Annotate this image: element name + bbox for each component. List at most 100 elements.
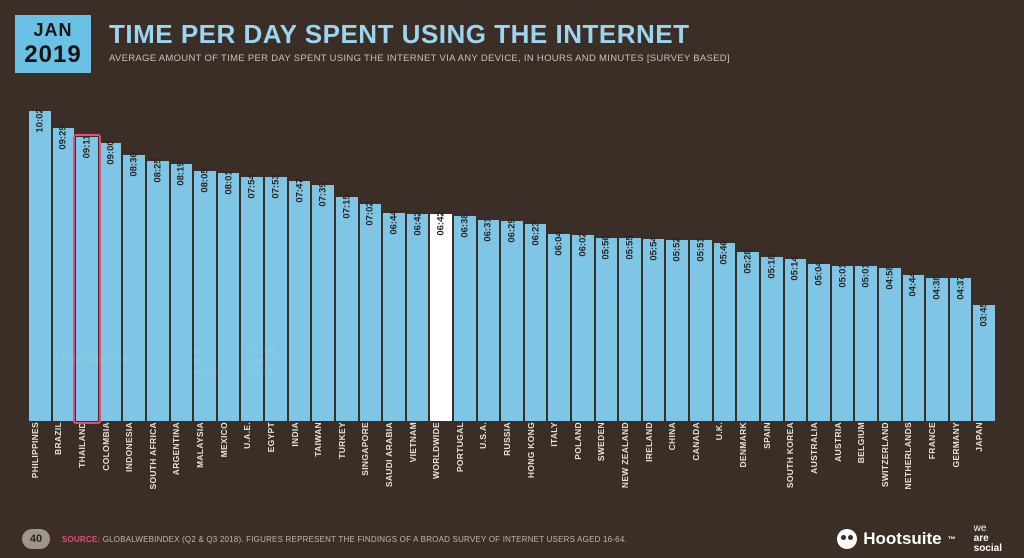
bar-col: 06:31U.S.A. [478,101,500,501]
bar: 08:36 [123,155,145,421]
bar: 05:54 [643,239,665,421]
bar-category-label: NETHERLANDS [903,422,913,490]
bar-col: 06:44SAUDI ARABIA [383,101,405,501]
bar-col: 06:42VIETNAM [407,101,429,501]
bar-value-label: 05:01 [861,263,872,287]
bar-category-label: BRAZIL [53,422,63,455]
bar-col: 05:18 SPAIN [761,101,783,501]
bar-value-label: 08:25 [152,158,163,182]
bar-col: 06:23HONG KONG [525,101,547,501]
bar: 06:02 [572,235,594,421]
bar-category-label: VIETNAM [408,422,418,462]
bar-value-label: 09:00 [105,140,116,164]
bar-value-label: 06:29 [506,218,517,242]
bar: 03:45 [973,305,995,421]
bar-category-label: JAPAN [974,422,984,452]
source-label: SOURCE: [62,535,100,544]
hootsuite-text: Hootsuite [863,529,941,549]
bar-category-label: NEW ZEALAND [620,422,630,488]
bar-col: 04:44 NETHERLANDS [903,101,925,501]
bar: 06:38 [454,216,476,421]
bar-category-label: SOUTH AFRICA [148,422,158,490]
bar-col: 06:04 ITALY [548,101,570,501]
bar-value-label: 05:18 [766,255,777,279]
bar-col: 08:25 SOUTH AFRICA [147,101,169,501]
bar: 04:44 [903,275,925,421]
bar-col: 08:01MEXICO [218,101,240,501]
bar: 07:47 [289,181,311,421]
bar: 09:00 [100,143,122,421]
bar: 07:15 [336,197,358,421]
bar-col: 07:47INDIA [289,101,311,501]
bar-category-label: INDIA [290,422,300,447]
date-badge: JAN 2019 [15,15,91,73]
bar-category-label: HONG KONG [526,422,536,478]
bar-category-label: AUSTRIA [833,422,843,462]
bar-category-label: PHILIPPINES [30,422,40,478]
bar-value-label: 05:46 [719,240,730,264]
bar: 07:54 [241,177,263,421]
bar-category-label: WORLDWIDE [431,422,441,479]
bar-col: 09:11THAILAND [76,101,98,501]
hootsuite-logo: Hootsuite ™ [837,529,955,549]
bar-col: 06:29RUSSIA [501,101,523,501]
bar-col: 04:37GERMANY [950,101,972,501]
bar: 06:04 [548,234,570,421]
bar-category-label: SOUTH KOREA [785,422,795,488]
bar-col: 03:45JAPAN [973,101,995,501]
bar-value-label: 04:38 [931,275,942,299]
badge-month: JAN [33,20,72,41]
bar-col: 05:01AUSTRIA [832,101,854,501]
bar-col: 05:55NEW ZEALAND [619,101,641,501]
bar: 04:37 [950,278,972,421]
bar-value-label: 05:51 [695,238,706,262]
bar-col: 05:52CHINA [666,101,688,501]
bar-category-label: MEXICO [219,422,229,457]
bar-col: 08:36INDONESIA [123,101,145,501]
bar-col: 06:42 WORLDWIDE [430,101,452,501]
bar-value-label: 07:54 [247,174,258,198]
badge-year: 2019 [24,41,81,69]
bar: 06:44 [383,213,405,421]
bar-category-label: CANADA [691,422,701,461]
bar-col: 05:04AUSTRALIA [808,101,830,501]
bar-category-label: PORTUGAL [455,422,465,472]
bar-value-label: 04:44 [908,272,919,296]
bar-category-label: ITALY [549,422,559,447]
we-are-social-logo: we are social [974,524,1002,554]
bar: 06:31 [478,220,500,421]
bar: 07:02 [360,204,382,421]
bar-col: 07:39TAIWAN [312,101,334,501]
bar-category-label: ARGENTINA [171,422,181,475]
bar-category-label: BELGIUM [856,422,866,463]
bar-col: 05:14SOUTH KOREA [785,101,807,501]
bar: 04:58 [879,268,901,421]
bar: 05:46 [714,243,736,421]
bar-category-label: SWITZERLAND [880,422,890,487]
bar-value-label: 06:42 [436,211,447,235]
bar: 05:28 [737,252,759,421]
source-body: GLOBALWEBINDEX (Q2 & Q3 2018). FIGURES R… [103,535,627,544]
bar-col: 05:56SWEDEN [596,101,618,501]
bar-col: 06:02POLAND [572,101,594,501]
bar-value-label: 04:37 [955,276,966,300]
bar-value-label: 06:04 [554,231,565,255]
bar-category-label: SPAIN [762,422,772,449]
owl-icon [837,529,857,549]
bar: 08:05 [194,171,216,421]
bar-value-label: 07:53 [270,175,281,199]
bar-category-label: CHINA [667,422,677,450]
bar-col: 05:46U.K. [714,101,736,501]
page-subtitle: AVERAGE AMOUNT OF TIME PER DAY SPENT USI… [109,53,1004,64]
bar: 05:18 [761,257,783,421]
bar-col: 05:01 BELGIUM [855,101,877,501]
bar-category-label: COLOMBIA [101,422,111,471]
bar-value-label: 08:05 [200,169,211,193]
trademark-icon: ™ [948,535,956,544]
bar-category-label: TAIWAN [313,422,323,457]
bar: 04:38 [926,278,948,421]
bar: 08:25 [147,161,169,421]
bar-value-label: 04:58 [884,265,895,289]
bar-category-label: AUSTRALIA [809,422,819,474]
bar-col: 08:19ARGENTINA [171,101,193,501]
